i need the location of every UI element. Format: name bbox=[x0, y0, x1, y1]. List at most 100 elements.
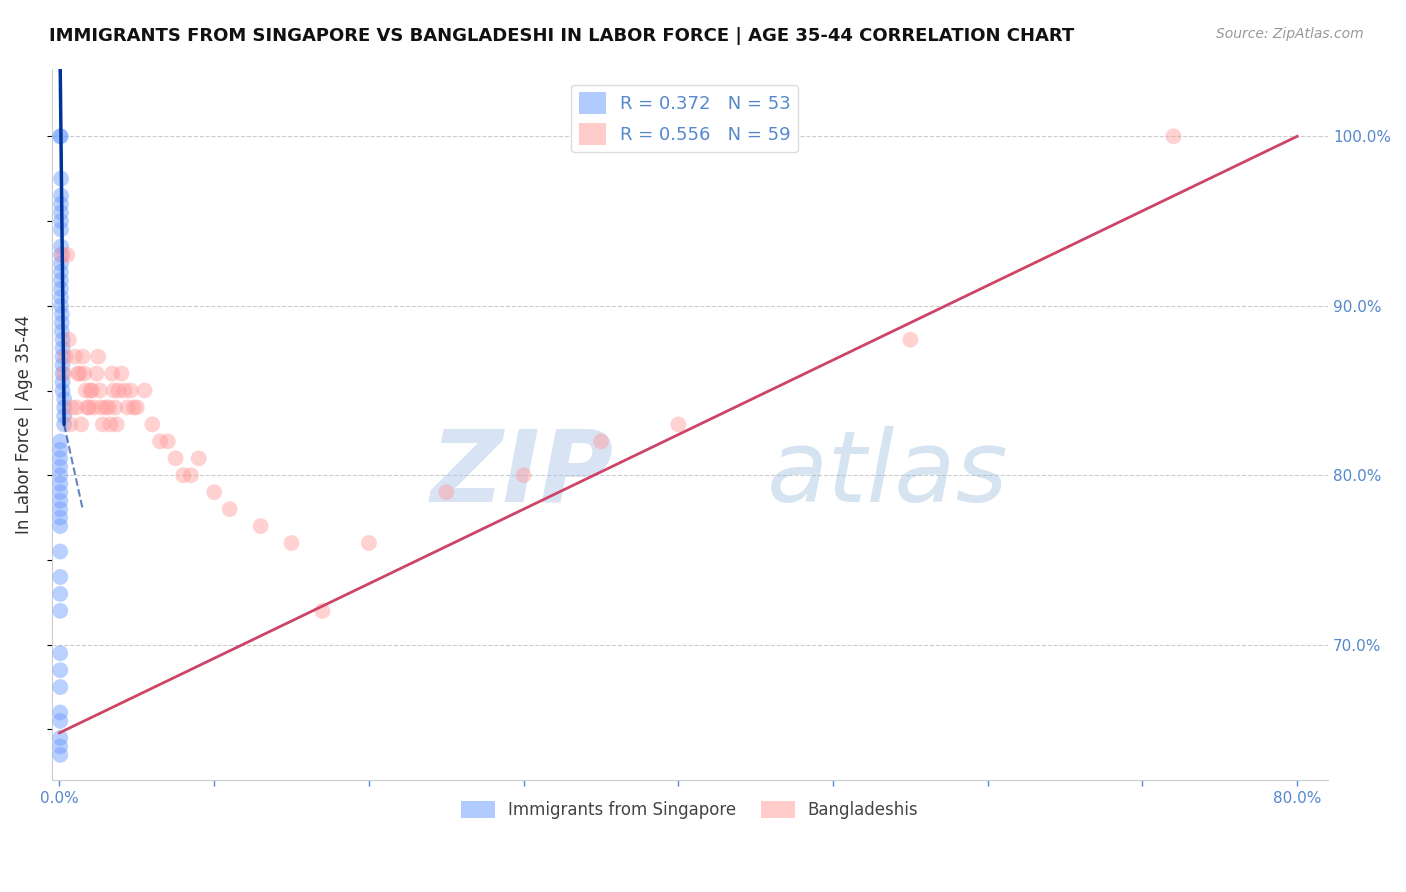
Point bbox=[49, 282, 72, 296]
Point bbox=[49, 171, 72, 186]
Point bbox=[49, 256, 72, 270]
Point bbox=[51, 316, 73, 330]
Point bbox=[72, 350, 94, 364]
Point bbox=[49, 468, 72, 483]
Point bbox=[117, 401, 139, 415]
Point bbox=[149, 434, 172, 449]
Text: Source: ZipAtlas.com: Source: ZipAtlas.com bbox=[1216, 27, 1364, 41]
Point bbox=[434, 485, 457, 500]
Point bbox=[56, 248, 79, 262]
Point bbox=[49, 239, 72, 253]
Point bbox=[76, 401, 98, 415]
Point bbox=[58, 333, 80, 347]
Point bbox=[52, 341, 75, 355]
Point bbox=[52, 333, 75, 347]
Point bbox=[125, 401, 148, 415]
Point bbox=[49, 451, 72, 466]
Point bbox=[172, 468, 194, 483]
Point bbox=[105, 417, 128, 432]
Point bbox=[280, 536, 302, 550]
Point bbox=[52, 375, 75, 389]
Point bbox=[49, 493, 72, 508]
Point bbox=[49, 273, 72, 287]
Legend: Immigrants from Singapore, Bangladeshis: Immigrants from Singapore, Bangladeshis bbox=[454, 794, 925, 825]
Point bbox=[114, 384, 136, 398]
Point bbox=[357, 536, 380, 550]
Point bbox=[49, 510, 72, 524]
Y-axis label: In Labor Force | Age 35-44: In Labor Force | Age 35-44 bbox=[15, 315, 32, 534]
Point bbox=[156, 434, 179, 449]
Point bbox=[83, 401, 105, 415]
Point bbox=[122, 401, 145, 415]
Point bbox=[49, 459, 72, 474]
Point bbox=[89, 384, 111, 398]
Text: IMMIGRANTS FROM SINGAPORE VS BANGLADESHI IN LABOR FORCE | AGE 35-44 CORRELATION : IMMIGRANTS FROM SINGAPORE VS BANGLADESHI… bbox=[49, 27, 1074, 45]
Point bbox=[49, 129, 72, 144]
Point bbox=[49, 188, 72, 202]
Point bbox=[180, 468, 202, 483]
Point bbox=[53, 409, 76, 423]
Point bbox=[79, 384, 101, 398]
Point bbox=[49, 129, 72, 144]
Point bbox=[165, 451, 187, 466]
Point bbox=[52, 358, 75, 372]
Point bbox=[53, 367, 76, 381]
Point bbox=[49, 544, 72, 558]
Point bbox=[103, 384, 125, 398]
Point bbox=[90, 401, 112, 415]
Point bbox=[249, 519, 271, 533]
Point bbox=[67, 367, 90, 381]
Point bbox=[100, 417, 122, 432]
Point bbox=[87, 350, 110, 364]
Point bbox=[49, 739, 72, 754]
Point bbox=[49, 299, 72, 313]
Point bbox=[77, 401, 100, 415]
Point bbox=[49, 476, 72, 491]
Point bbox=[49, 646, 72, 660]
Point bbox=[589, 434, 612, 449]
Point bbox=[59, 417, 82, 432]
Point bbox=[49, 222, 72, 236]
Point bbox=[52, 350, 75, 364]
Text: ZIP: ZIP bbox=[430, 425, 613, 523]
Point bbox=[49, 663, 72, 677]
Point bbox=[107, 384, 129, 398]
Point bbox=[49, 265, 72, 279]
Point bbox=[86, 367, 108, 381]
Point bbox=[70, 417, 93, 432]
Point bbox=[187, 451, 209, 466]
Point bbox=[512, 468, 534, 483]
Point bbox=[49, 214, 72, 228]
Point bbox=[49, 714, 72, 728]
Point bbox=[141, 417, 163, 432]
Point bbox=[80, 384, 103, 398]
Point bbox=[52, 248, 75, 262]
Point bbox=[49, 502, 72, 516]
Point bbox=[110, 367, 132, 381]
Point bbox=[98, 401, 121, 415]
Point bbox=[65, 401, 87, 415]
Point bbox=[53, 392, 76, 406]
Point bbox=[49, 205, 72, 219]
Point bbox=[49, 485, 72, 500]
Point bbox=[49, 197, 72, 211]
Point bbox=[94, 401, 117, 415]
Point bbox=[49, 434, 72, 449]
Point bbox=[49, 747, 72, 762]
Point bbox=[104, 401, 127, 415]
Point bbox=[49, 731, 72, 745]
Point bbox=[120, 384, 142, 398]
Point bbox=[75, 384, 97, 398]
Point bbox=[51, 324, 73, 338]
Text: atlas: atlas bbox=[766, 425, 1008, 523]
Point bbox=[49, 706, 72, 720]
Point bbox=[900, 333, 922, 347]
Point bbox=[101, 367, 124, 381]
Point bbox=[49, 290, 72, 304]
Point bbox=[60, 401, 83, 415]
Point bbox=[218, 502, 240, 516]
Point bbox=[49, 442, 72, 457]
Point bbox=[52, 367, 75, 381]
Point bbox=[91, 417, 114, 432]
Point bbox=[55, 350, 77, 364]
